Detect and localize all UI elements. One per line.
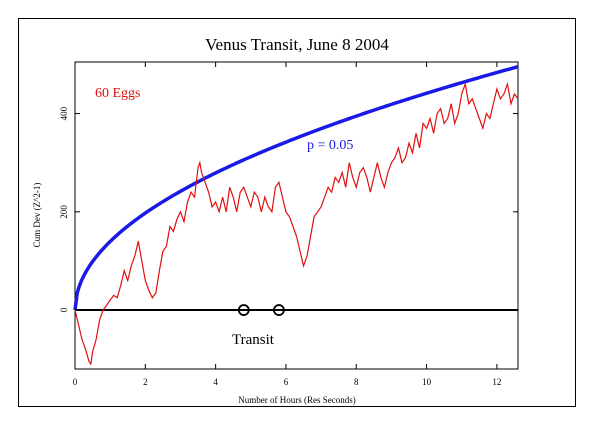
- p-value-annotation: p = 0.05: [307, 138, 353, 153]
- plot-area: [74, 61, 519, 370]
- y-tick-label: 200: [59, 205, 69, 219]
- x-tick-label: 2: [143, 377, 148, 387]
- transit-annotation: Transit: [232, 332, 275, 348]
- x-tick-label: 12: [492, 377, 501, 387]
- marker-layer: [237, 304, 285, 316]
- y-tick-label: 400: [59, 106, 69, 120]
- x-tick-label: 0: [73, 377, 78, 387]
- chart-title: Venus Transit, June 8 2004: [205, 35, 389, 54]
- x-tick-label: 8: [354, 377, 359, 387]
- chart-frame: [18, 18, 576, 407]
- series-line: [74, 81, 519, 366]
- x-tick-label: 6: [284, 377, 289, 387]
- series-layer: [74, 81, 519, 366]
- axis-ticks: 0 2 4 6 8 10 12 0 200 400: [59, 62, 518, 387]
- x-axis-label: Number of Hours (Res Seconds): [238, 395, 355, 405]
- envelope-curve: [73, 64, 519, 311]
- eggs-annotation: 60 Eggs: [95, 86, 141, 101]
- transit-marker: [237, 304, 250, 316]
- x-tick-label: 10: [422, 377, 432, 387]
- transit-marker: [273, 304, 285, 316]
- y-tick-label: 0: [59, 307, 69, 312]
- envelope-layer: [73, 64, 519, 311]
- x-tick-label: 4: [213, 377, 218, 387]
- y-axis-label: Cum Dev (Z^2-1): [32, 183, 42, 248]
